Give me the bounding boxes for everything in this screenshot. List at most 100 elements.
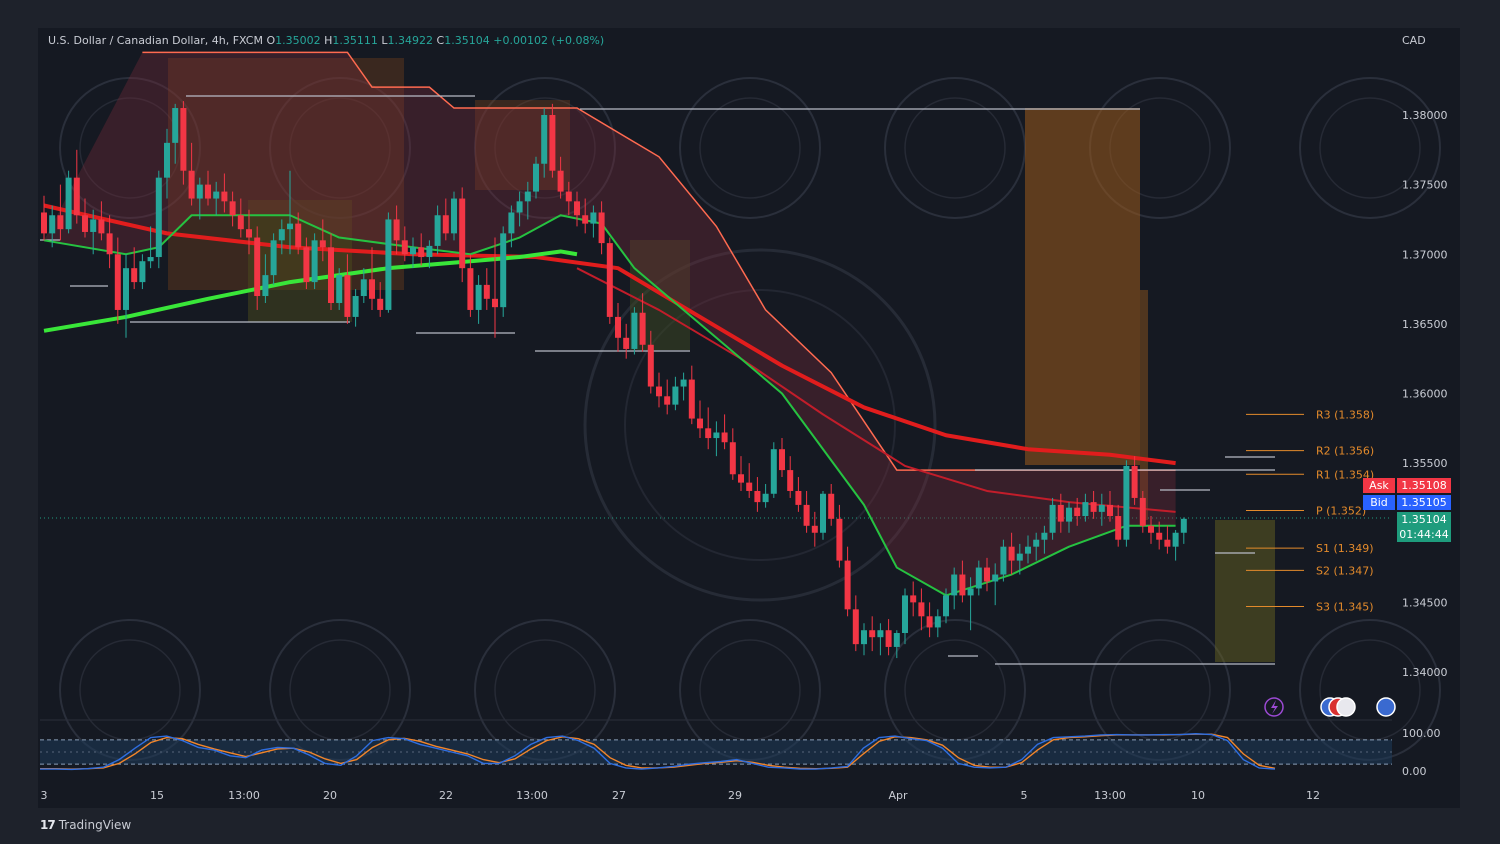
candle-body (1115, 516, 1122, 540)
candle-body (237, 215, 244, 230)
candle-body (401, 240, 408, 255)
candle-body (98, 219, 105, 234)
candle-body (1016, 553, 1023, 561)
candle-body (213, 191, 220, 199)
change-value: +0.00102 (+0.08%) (493, 34, 605, 47)
tradingview-brand[interactable]: 17 TradingView (40, 818, 131, 832)
candle-body (360, 279, 367, 297)
candle-body (1172, 532, 1179, 547)
candle-body (623, 337, 630, 349)
pivot-label: S3 (1.345) (1316, 601, 1374, 614)
candle-body (893, 633, 900, 647)
watermark-circle (624, 289, 896, 561)
osc-tick-label: 0.00 (1402, 765, 1427, 778)
candlesticks[interactable] (41, 101, 1187, 659)
time-axis[interactable]: 3 15 13:00 20 22 13:00 27 29 Apr 5 13:00 10 12 (41, 789, 1321, 802)
candle-body (549, 115, 556, 171)
watermark-circle (269, 619, 411, 761)
candle-body (606, 243, 613, 317)
candle-body (820, 493, 826, 533)
trailing-stop-band (44, 51, 1176, 596)
candle-body (656, 386, 662, 397)
candle-body (885, 630, 892, 647)
candle-body (246, 229, 252, 238)
watermark-circle (59, 77, 201, 219)
session-box (1140, 290, 1148, 520)
candle-body (287, 223, 293, 230)
stochastic-oscillator[interactable]: 100.00 0.00 (40, 727, 1441, 778)
candle-body (508, 212, 515, 234)
candle-body (410, 247, 416, 255)
price-tick-label: 1.37500 (1402, 179, 1448, 192)
candle-body (336, 275, 343, 303)
watermark-circle (79, 639, 181, 741)
candle-body (1139, 497, 1146, 526)
ema-100-line (576, 267, 1176, 513)
candle-body (1098, 504, 1105, 512)
candle-body (483, 284, 490, 299)
candle-body (697, 418, 703, 429)
candle-body (1066, 507, 1072, 522)
high-label: H (324, 34, 333, 47)
candle-body (278, 229, 285, 241)
candle-body (1164, 539, 1171, 547)
candle-body (565, 191, 572, 202)
candle-body (779, 449, 785, 471)
price-axis[interactable]: 1.38000 1.37500 1.37000 1.36500 1.36000 1.355… (1402, 109, 1448, 679)
pivot-label: R2 (1.356) (1316, 445, 1374, 458)
candle-body (65, 177, 72, 230)
watermark-circle (679, 619, 821, 761)
price-tick-label: 1.36500 (1402, 318, 1448, 331)
candle-body (770, 449, 777, 494)
time-tick-label: 13:00 (516, 789, 548, 802)
candle-body (254, 237, 261, 297)
candle-body (344, 275, 351, 317)
candle-body (1033, 539, 1040, 547)
watermark-circle (1089, 619, 1231, 761)
candle-body (442, 215, 449, 234)
watermark-circle (679, 77, 821, 219)
candle-body (852, 609, 859, 645)
time-tick-label: 29 (728, 789, 742, 802)
candle-body (647, 344, 654, 387)
candle-body (131, 268, 138, 283)
candle-body (205, 184, 211, 199)
time-tick-label: 22 (439, 789, 453, 802)
symbol-title[interactable]: U.S. Dollar / Canadian Dollar, 4h, FXCM (48, 34, 263, 47)
price-tick-label: 1.35500 (1402, 457, 1448, 470)
candle-body (902, 595, 908, 634)
price-tick-label: 1.34000 (1402, 666, 1448, 679)
low-value: 1.34922 (387, 34, 434, 47)
candle-body (926, 616, 933, 628)
candle-body (836, 518, 843, 561)
candle-body (615, 316, 621, 338)
currency-label[interactable]: CAD (1402, 34, 1426, 47)
candle-body (57, 215, 64, 230)
candle-body (762, 493, 769, 503)
candle-body (229, 201, 236, 216)
candle-body (147, 257, 154, 262)
bar-countdown: 01:44:44 (1397, 527, 1451, 542)
time-tick-label: 3 (41, 789, 48, 802)
symbol-header[interactable]: U.S. Dollar / Canadian Dollar, 4h, FXCM … (48, 34, 604, 47)
candle-body (631, 312, 638, 349)
watermark-circle (884, 77, 1026, 219)
candle-body (418, 247, 425, 258)
candle-body (1000, 546, 1007, 575)
country-flag-icon (1336, 697, 1356, 717)
candle-body (328, 247, 334, 303)
candle-body (180, 108, 187, 171)
candle-body (221, 191, 228, 202)
candle-body (672, 386, 679, 405)
watermark-circle (289, 97, 391, 199)
pivot-label: S2 (1.347) (1316, 564, 1374, 577)
candle-body (729, 442, 736, 475)
time-tick-label: 20 (323, 789, 337, 802)
candle-body (918, 602, 925, 617)
price-grid (40, 517, 1392, 721)
stoch-k-line (40, 733, 1276, 771)
pivot-label: P (1.352) (1316, 504, 1366, 517)
lightning-icon (1264, 697, 1284, 717)
event-icons[interactable] (1264, 697, 1396, 717)
